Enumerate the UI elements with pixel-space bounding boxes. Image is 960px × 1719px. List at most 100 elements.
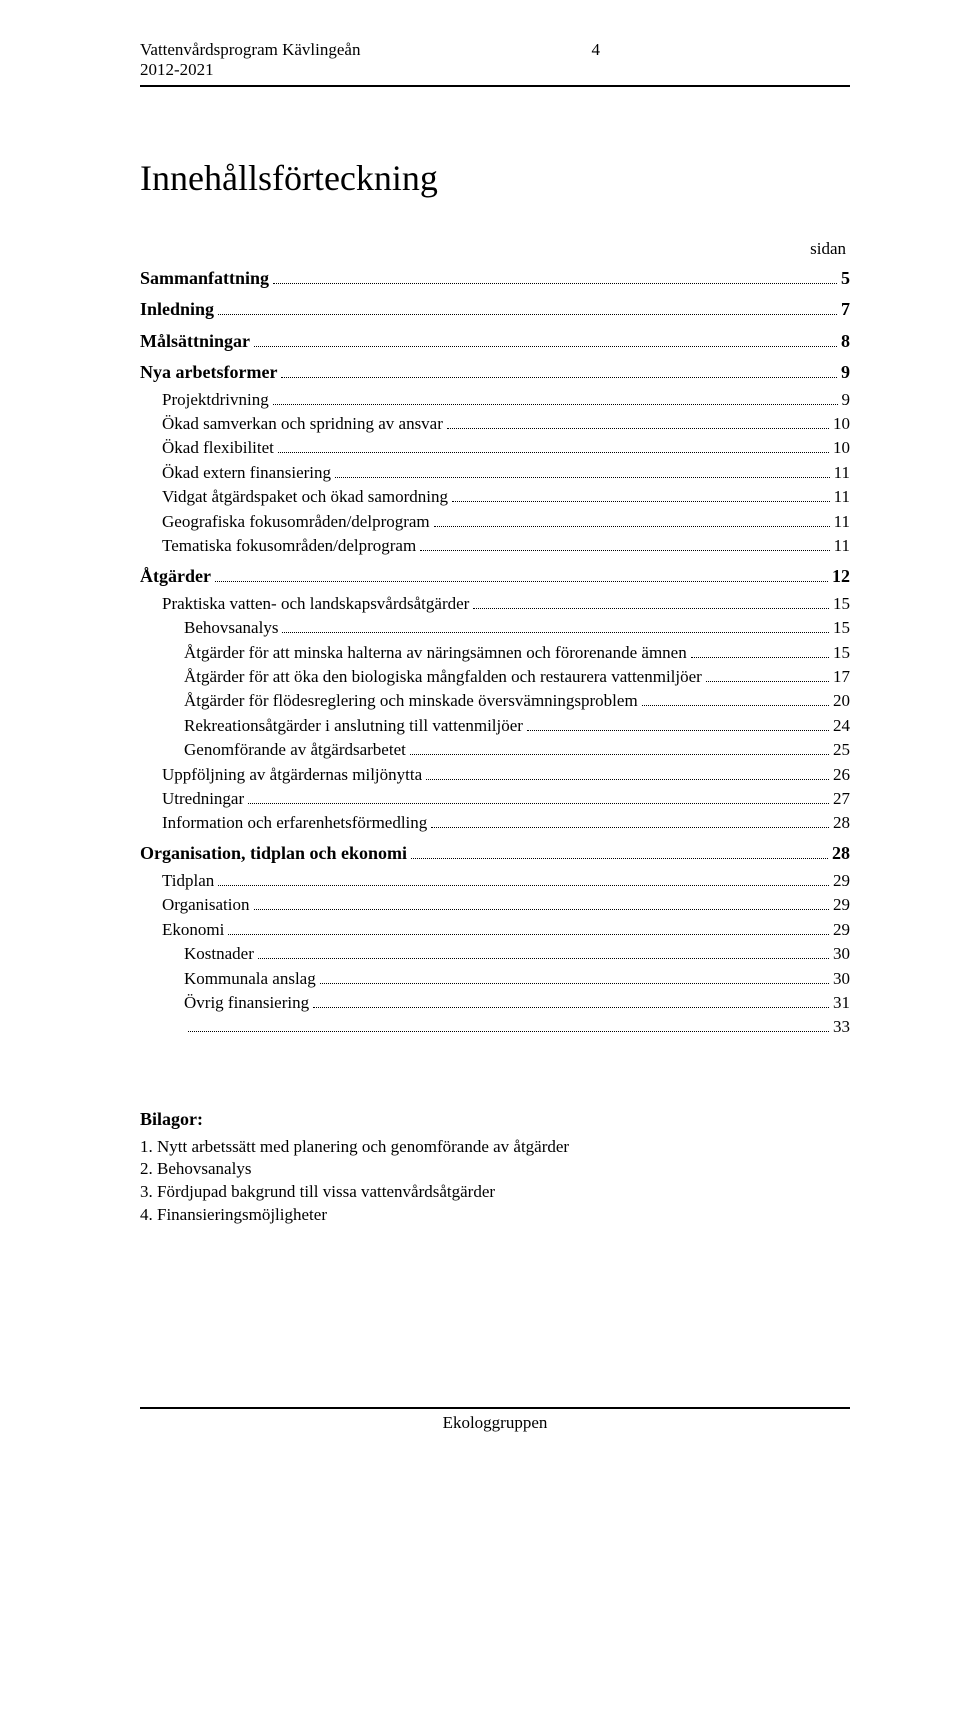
footer-rule: [140, 1407, 850, 1409]
toc-page: 11: [834, 462, 850, 484]
toc-label: Ekonomi: [162, 919, 224, 941]
toc-row: Ökad samverkan och spridning av ansvar 10: [140, 413, 850, 435]
toc-leader: [706, 666, 829, 682]
toc-row: Vidgat åtgärdspaket och ökad samordning 1…: [140, 486, 850, 508]
toc-page: 26: [833, 764, 850, 786]
toc-row: Kommunala anslag 30: [140, 967, 850, 989]
bilagor-list: 1. Nytt arbetssätt med planering och gen…: [140, 1136, 850, 1228]
toc-label: Rekreationsåtgärder i anslutning till va…: [184, 715, 523, 737]
toc-page: 11: [834, 486, 850, 508]
toc-row: Sammanfattning5: [140, 267, 850, 290]
toc-row: Ökad extern finansiering 11: [140, 462, 850, 484]
toc-label: Organisation, tidplan och ekonomi: [140, 842, 407, 865]
toc-row: Åtgärder 12: [140, 565, 850, 588]
toc-page: 8: [841, 330, 850, 353]
toc-page: 10: [833, 437, 850, 459]
toc-label: Åtgärder för att minska halterna av näri…: [184, 642, 687, 664]
toc-row: Organisation 29: [140, 894, 850, 916]
toc-row: Åtgärder för flödesreglering och minskad…: [140, 690, 850, 712]
toc-page: 25: [833, 739, 850, 761]
toc-page: 29: [833, 919, 850, 941]
sidan-label: sidan: [140, 239, 850, 259]
toc-label: Organisation: [162, 894, 250, 916]
toc-leader: [215, 566, 828, 582]
toc-leader: [228, 919, 829, 935]
toc-label: Kommunala anslag: [184, 968, 316, 990]
toc-label: Geografiska fokusområden/delprogram: [162, 511, 430, 533]
toc-page: 27: [833, 788, 850, 810]
toc-label: Ökad samverkan och spridning av ansvar: [162, 413, 443, 435]
bilagor-item: 3. Fördjupad bakgrund till vissa vattenv…: [140, 1181, 850, 1204]
toc-leader: [426, 763, 829, 779]
toc-page: 30: [833, 943, 850, 965]
toc-row: Övrig finansiering 31: [140, 992, 850, 1014]
toc-row: Ekonomi 29: [140, 919, 850, 941]
header-title-line1: Vattenvårdsprogram Kävlingeån: [140, 40, 360, 60]
toc-label: Tidplan: [162, 870, 214, 892]
toc-leader: [188, 1016, 829, 1032]
toc-leader: [527, 714, 829, 730]
bilagor-item: 4. Finansieringsmöjligheter: [140, 1204, 850, 1227]
toc-leader: [434, 510, 830, 526]
toc-leader: [447, 413, 829, 429]
toc-label: Vidgat åtgärdspaket och ökad samordning: [162, 486, 448, 508]
toc-page: 11: [834, 511, 850, 533]
toc-row: Behovsanalys 15: [140, 617, 850, 639]
toc-label: Ökad extern finansiering: [162, 462, 331, 484]
toc-page: 17: [833, 666, 850, 688]
header-page-number: 4: [592, 40, 601, 60]
toc-page: 24: [833, 715, 850, 737]
toc-label: Utredningar: [162, 788, 244, 810]
toc-page: 20: [833, 690, 850, 712]
toc-label: Åtgärder: [140, 565, 211, 588]
bilagor-item: 1. Nytt arbetssätt med planering och gen…: [140, 1136, 850, 1159]
toc-page: 29: [833, 870, 850, 892]
toc-leader: [281, 362, 837, 378]
toc-page: 12: [832, 565, 850, 588]
toc-row: Rekreationsåtgärder i anslutning till va…: [140, 714, 850, 736]
toc-leader: [452, 486, 830, 502]
toc-page: 10: [833, 413, 850, 435]
toc-leader: [273, 267, 837, 283]
toc-page: 7: [841, 298, 850, 321]
header-rule: [140, 85, 850, 87]
toc-row: Genomförande av åtgärdsarbetet 25: [140, 739, 850, 761]
toc-label: Uppföljning av åtgärdernas miljönytta: [162, 764, 422, 786]
bilagor-item: 2. Behovsanalys: [140, 1158, 850, 1181]
toc-page: 9: [842, 389, 851, 411]
toc-page: 29: [833, 894, 850, 916]
toc-leader: [218, 299, 837, 315]
toc-row: Information och erfarenhetsförmedling28: [140, 812, 850, 834]
toc-label: Målsättningar: [140, 330, 250, 353]
main-title: Innehållsförteckning: [140, 157, 850, 199]
toc-leader: [254, 330, 837, 346]
toc-label: Ökad flexibilitet: [162, 437, 274, 459]
toc-page: 15: [833, 617, 850, 639]
toc-page: 31: [833, 992, 850, 1014]
toc-leader: [642, 690, 829, 706]
toc-row: Organisation, tidplan och ekonomi28: [140, 842, 850, 865]
toc-row: Projektdrivning 9: [140, 388, 850, 410]
toc-leader: [410, 739, 829, 755]
toc-leader: [258, 943, 829, 959]
toc-label: Praktiska vatten- och landskapsvårdsåtgä…: [162, 593, 469, 615]
toc-label: Åtgärder för flödesreglering och minskad…: [184, 690, 638, 712]
toc-row: Ökad flexibilitet 10: [140, 437, 850, 459]
toc-row: Uppföljning av åtgärdernas miljönytta 26: [140, 763, 850, 785]
toc-row: 33: [140, 1016, 850, 1038]
toc-page: 9: [841, 361, 850, 384]
toc-row: Nya arbetsformer9: [140, 361, 850, 384]
toc-label: Övrig finansiering: [184, 992, 309, 1014]
toc-label: Inledning: [140, 298, 214, 321]
toc-label: Projektdrivning: [162, 389, 269, 411]
page: Vattenvårdsprogram Kävlingeån 2012-2021 …: [0, 0, 960, 1719]
toc-leader: [273, 388, 838, 404]
bilagor-section: Bilagor: 1. Nytt arbetssätt med planerin…: [140, 1109, 850, 1228]
toc-page: 30: [833, 968, 850, 990]
toc-leader: [335, 462, 830, 478]
header-title: Vattenvårdsprogram Kävlingeån 2012-2021: [140, 40, 360, 81]
toc-page: 15: [833, 593, 850, 615]
toc-row: Inledning 7: [140, 298, 850, 321]
toc-label: Genomförande av åtgärdsarbetet: [184, 739, 406, 761]
toc-label: Behovsanalys: [184, 617, 278, 639]
